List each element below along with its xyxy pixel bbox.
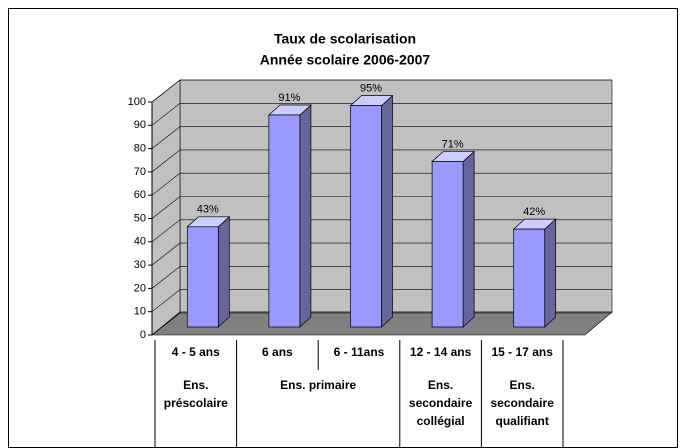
y-tick-label: 40 xyxy=(134,236,146,248)
bar xyxy=(268,114,301,328)
group-label: Ens. préscolaire xyxy=(163,378,228,410)
x-tick-label: 15 - 17 ans xyxy=(492,345,554,359)
bar xyxy=(513,228,546,328)
bar-side xyxy=(544,218,557,328)
group-label: Ens. secondaire collégial xyxy=(408,378,473,428)
y-tick-label: 60 xyxy=(134,189,146,201)
value-label: 95% xyxy=(360,83,382,95)
y-tick-label: 50 xyxy=(134,212,146,224)
x-tick-label: 6 ans xyxy=(262,345,293,359)
y-tick-label: 70 xyxy=(134,166,146,178)
value-label: 43% xyxy=(197,204,219,216)
group-label: Ens. secondaire qualifiant xyxy=(490,378,554,428)
y-tick-label: 20 xyxy=(134,282,146,294)
bar-side xyxy=(299,104,312,328)
y-tick-label: 80 xyxy=(134,143,146,155)
grid-line xyxy=(151,103,612,126)
group-label: Ens. primaire xyxy=(280,378,357,392)
y-tick-label: 90 xyxy=(134,119,146,131)
bar xyxy=(186,226,219,328)
x-tick-label: 12 - 14 ans xyxy=(410,345,472,359)
grid-line xyxy=(151,149,612,173)
grid-line xyxy=(151,126,612,149)
bar-side xyxy=(217,216,230,328)
chart-subtitle: Année scolaire 2006-2007 xyxy=(260,52,431,68)
chart-title: Taux de scolarisation xyxy=(274,31,416,47)
value-label: 91% xyxy=(278,92,300,104)
x-tick-label: 4 - 5 ans xyxy=(172,345,220,359)
y-tick-label: 0 xyxy=(140,329,146,341)
value-label: 42% xyxy=(523,206,545,218)
y-tick-label: 30 xyxy=(134,259,146,271)
y-tick-label: 100 xyxy=(128,96,146,108)
bar xyxy=(431,161,464,328)
bar-side xyxy=(381,94,393,328)
value-label: 71% xyxy=(442,138,464,150)
bar-side xyxy=(462,150,475,328)
x-tick-label: 6 - 11ans xyxy=(334,345,385,359)
bar xyxy=(350,105,382,328)
grid-line xyxy=(151,79,612,103)
y-tick-label: 10 xyxy=(134,306,146,318)
